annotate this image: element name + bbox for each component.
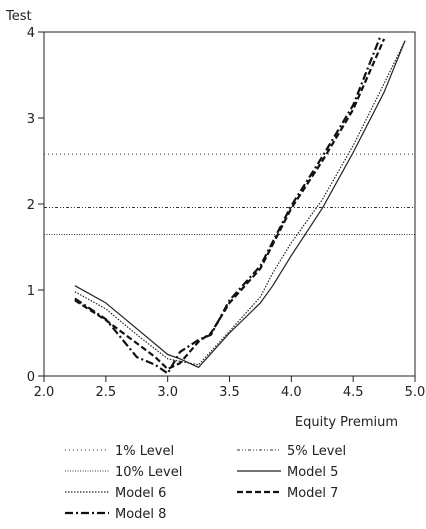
legend-label-0: 1% Level [115,444,174,459]
series-line-2 [74,38,386,371]
series-line-0 [74,40,406,368]
legend-label-4: Model 6 [115,486,166,501]
legend-label-6: Model 8 [115,507,166,522]
x-tick-label-6: 5.0 [405,385,426,400]
legend-label-1: 5% Level [287,444,346,459]
y-tick-label-0: 0 [27,370,35,385]
legend: 1% Level 5% Level 10% Level Model 5 Model 6 M… [65,444,346,522]
legend-label-3: Model 5 [287,465,338,480]
x-tick-label-3: 3.5 [219,385,240,400]
legend-label-2: 10% Level [115,465,182,480]
x-tick-label-2: 3.0 [157,385,178,400]
y-axis-title: Test [5,9,32,24]
y-tick-label-1: 1 [27,284,35,299]
y-tick-label-2: 2 [27,198,35,213]
x-tick-label-0: 2.0 [34,385,55,400]
x-tick-label-5: 4.5 [343,385,364,400]
x-axis-title: Equity Premium [295,415,398,430]
x-tick-label-4: 4.0 [281,385,302,400]
legend-label-5: Model 7 [287,486,338,501]
plot-frame [43,31,416,377]
x-tick-label-1: 2.5 [95,385,116,400]
y-tick-label-3: 3 [27,112,35,127]
series-line-1 [74,40,406,366]
y-tick-label-4: 4 [27,26,35,41]
series-line-3 [74,35,382,375]
plot-area: 2.0 2.5 3.0 3.5 4.0 4.5 5.0 0 1 2 3 4 [27,26,426,400]
